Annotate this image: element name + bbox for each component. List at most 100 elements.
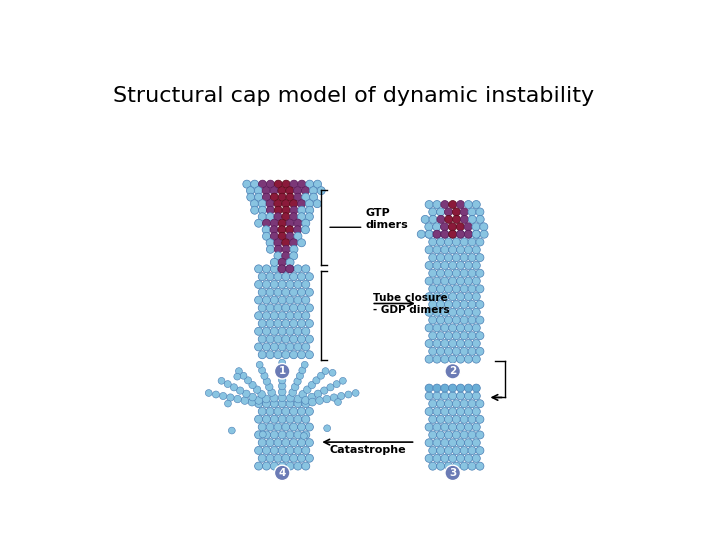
Circle shape [425,408,433,415]
Circle shape [441,384,449,392]
Circle shape [461,215,469,224]
Circle shape [452,415,460,423]
Circle shape [433,223,441,231]
Circle shape [278,193,287,201]
Circle shape [452,447,460,455]
Circle shape [313,200,321,208]
Circle shape [294,312,302,320]
Circle shape [433,293,441,301]
Circle shape [255,396,263,404]
Circle shape [441,438,449,447]
Circle shape [436,254,445,261]
Circle shape [263,265,271,273]
Circle shape [278,447,287,455]
Circle shape [274,423,282,431]
Circle shape [297,438,305,447]
Circle shape [456,223,464,231]
Circle shape [472,261,480,269]
Circle shape [476,215,485,224]
Circle shape [444,431,452,439]
Circle shape [289,335,297,343]
Circle shape [456,230,464,238]
Circle shape [274,351,282,359]
Circle shape [308,381,315,389]
Circle shape [452,332,460,340]
Circle shape [266,335,274,343]
Circle shape [270,447,279,455]
Circle shape [286,280,294,288]
Circle shape [263,193,271,201]
Circle shape [460,316,468,324]
Circle shape [236,387,244,394]
Circle shape [452,238,460,246]
Circle shape [468,462,476,470]
Circle shape [258,390,266,398]
Circle shape [274,320,282,327]
Circle shape [476,415,484,423]
Circle shape [444,415,452,423]
Circle shape [255,312,263,320]
Circle shape [444,254,452,261]
Circle shape [433,423,441,431]
Circle shape [305,454,313,462]
Circle shape [476,400,484,408]
Circle shape [472,246,480,254]
Circle shape [278,280,287,288]
Circle shape [298,206,306,214]
Circle shape [292,383,299,391]
Circle shape [480,223,488,231]
Circle shape [441,200,449,208]
Circle shape [352,389,359,396]
Circle shape [449,423,456,431]
Circle shape [290,180,298,188]
Circle shape [305,288,313,296]
Circle shape [441,261,449,269]
Circle shape [425,230,433,238]
Circle shape [476,332,484,340]
Circle shape [302,396,310,404]
Circle shape [460,208,468,216]
Circle shape [305,320,313,327]
Circle shape [444,300,452,308]
Circle shape [452,285,460,293]
Circle shape [289,273,297,281]
Circle shape [263,327,271,335]
Circle shape [263,296,271,304]
Circle shape [472,324,480,332]
Circle shape [248,393,256,401]
Circle shape [425,293,433,301]
Circle shape [433,261,441,269]
Circle shape [468,285,476,293]
Circle shape [255,280,263,288]
Circle shape [263,400,271,408]
Circle shape [452,208,460,216]
Circle shape [278,400,287,408]
Circle shape [294,187,302,194]
Circle shape [282,320,290,327]
Text: 4: 4 [279,468,286,478]
Circle shape [323,395,330,403]
Circle shape [468,431,476,439]
Circle shape [243,390,250,397]
Circle shape [286,343,294,351]
Circle shape [286,296,294,304]
Circle shape [302,265,310,273]
Circle shape [263,219,271,227]
Circle shape [253,386,261,394]
Circle shape [468,332,476,340]
Circle shape [289,213,297,221]
Circle shape [444,316,452,324]
Circle shape [476,285,484,293]
Circle shape [460,300,468,308]
Text: Tube closure: Tube closure [373,293,448,303]
Circle shape [464,293,472,301]
Circle shape [433,408,441,415]
Circle shape [468,238,476,246]
Circle shape [436,447,445,455]
Circle shape [270,226,278,234]
Circle shape [249,381,256,389]
Circle shape [464,324,472,332]
Circle shape [305,438,313,447]
Circle shape [270,232,279,240]
Circle shape [441,246,449,254]
